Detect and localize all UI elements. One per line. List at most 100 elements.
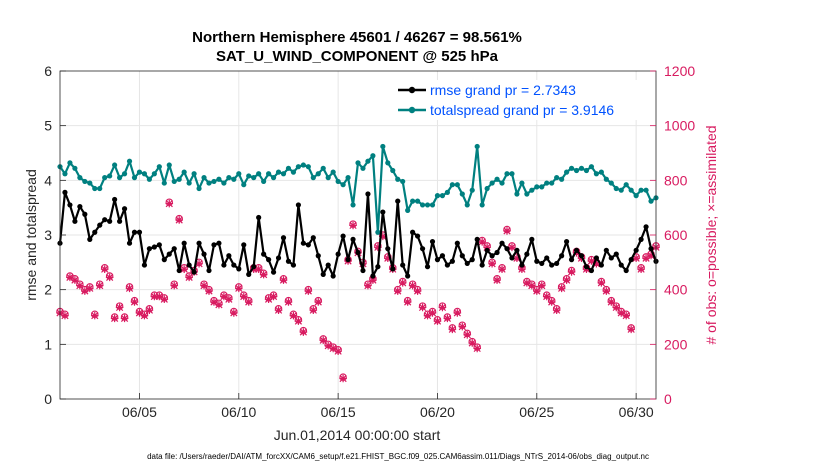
totalspread-point — [102, 175, 108, 181]
rmse-point — [345, 257, 351, 263]
rmse-point — [405, 273, 411, 279]
totalspread-point — [504, 171, 510, 177]
totalspread-point — [648, 198, 654, 204]
totalspread-point — [221, 180, 227, 186]
totalspread-point — [251, 175, 257, 181]
rmse-point — [87, 236, 93, 242]
totalspread-point — [266, 171, 272, 177]
assimilated-obs-marker — [428, 309, 437, 317]
totalspread-point — [554, 175, 560, 181]
y-tick-label-right: 1000 — [664, 118, 695, 134]
assimilated-obs-marker — [612, 303, 621, 312]
totalspread-point — [385, 160, 391, 166]
rmse-point — [390, 266, 396, 272]
x-tick-label: 06/30 — [619, 404, 654, 420]
y-tick-label-right: 600 — [664, 227, 688, 243]
assimilated-obs-marker — [528, 281, 536, 290]
totalspread-point — [568, 165, 575, 171]
assimilated-obs-marker — [384, 254, 392, 263]
assimilated-obs-marker — [100, 265, 109, 273]
rmse-point — [211, 242, 217, 248]
rmse-point — [410, 229, 416, 235]
y-tick-label-left: 5 — [44, 118, 52, 134]
rmse-point — [429, 238, 436, 245]
rmse-point — [261, 251, 267, 257]
assimilated-obs-marker — [215, 300, 223, 309]
assimilated-obs-marker — [488, 259, 496, 268]
assimilated-obs-marker — [567, 268, 576, 276]
assimilated-obs-marker — [244, 298, 253, 306]
assimilated-obs-marker — [254, 265, 263, 273]
assimilated-obs-marker — [503, 227, 511, 235]
rmse-point — [102, 217, 108, 223]
assimilated-obs-marker — [205, 287, 213, 295]
totalspread-point — [151, 171, 157, 177]
assimilated-obs-marker — [110, 314, 119, 323]
rmse-point — [251, 264, 257, 270]
totalspread-point — [335, 178, 341, 185]
totalspread-point — [112, 162, 118, 168]
rmse-point — [171, 246, 177, 252]
totalspread-point — [345, 175, 351, 181]
totalspread-point — [459, 191, 465, 197]
assimilated-obs-marker — [632, 254, 640, 263]
rmse-point — [266, 257, 272, 263]
assimilated-obs-marker — [185, 273, 193, 282]
totalspread-point — [618, 187, 624, 193]
x-tick-label: 06/05 — [122, 404, 157, 420]
assimilated-obs-marker — [90, 311, 99, 320]
rmse-point — [415, 233, 421, 239]
assimilated-obs-marker — [220, 292, 228, 301]
x-tick-label: 06/10 — [221, 404, 256, 420]
assimilated-obs-marker — [86, 284, 94, 293]
rmse-point — [434, 257, 441, 263]
rmse-point — [285, 258, 292, 264]
rmse-point — [221, 262, 227, 268]
assimilated-obs-marker — [498, 265, 506, 273]
assimilated-obs-marker — [210, 298, 218, 306]
assimilated-obs-marker — [617, 309, 626, 317]
assimilated-obs-marker — [562, 276, 571, 284]
totalspread-point — [176, 176, 182, 182]
rmse-point — [534, 258, 540, 264]
assimilated-obs-marker — [537, 281, 546, 290]
axes: 0 1 2 3 4 5 6 0 200 400 600 800 1000 1200 06/05 06/10 06… — [44, 63, 695, 420]
rmse-point — [315, 253, 321, 259]
chart-title: Northern Hemisphere 45601 / 46267 = 98.5… — [192, 29, 522, 46]
data-file-caption: data file: /Users/raeder/DAI/ATM_forcXX/… — [147, 452, 649, 461]
assimilated-obs-marker — [587, 257, 596, 265]
rmse-point — [375, 264, 381, 270]
rmse-point — [370, 273, 376, 279]
rmse-point — [131, 229, 138, 235]
assimilated-obs-marker — [552, 306, 561, 314]
assimilated-obs-marker — [433, 317, 442, 325]
totalspread-point — [519, 180, 525, 186]
rmse-point — [459, 253, 465, 259]
rmse-point — [519, 262, 525, 268]
assimilated-obs-marker — [76, 281, 84, 290]
rmse-point — [136, 229, 143, 235]
totalspread-point — [410, 198, 416, 204]
totalspread-point — [539, 184, 545, 190]
assimilated-obs-marker — [309, 306, 318, 314]
legend-rmse-marker — [408, 86, 416, 94]
rmse-point — [559, 253, 565, 259]
rmse-point — [474, 236, 480, 242]
rmse-point — [514, 247, 520, 253]
assimilated-obs-marker — [150, 292, 159, 301]
totalspread-point — [564, 169, 570, 175]
rmse-point — [270, 269, 277, 275]
rmse-point — [643, 224, 649, 230]
rmse-point — [509, 255, 515, 261]
rmse-point — [380, 209, 386, 215]
y-tick-label-left: 0 — [44, 391, 52, 407]
totalspread-point — [489, 180, 495, 186]
rmse-point — [564, 238, 570, 245]
assimilated-obs-marker — [235, 284, 243, 293]
y-tick-label-right: 800 — [664, 172, 688, 188]
assimilated-obs-marker — [592, 259, 601, 268]
y-tick-label-right: 400 — [664, 282, 688, 298]
assimilated-obs-marker — [542, 292, 551, 301]
assimilated-obs-marker — [135, 309, 144, 317]
assimilated-obs-marker — [195, 259, 203, 268]
